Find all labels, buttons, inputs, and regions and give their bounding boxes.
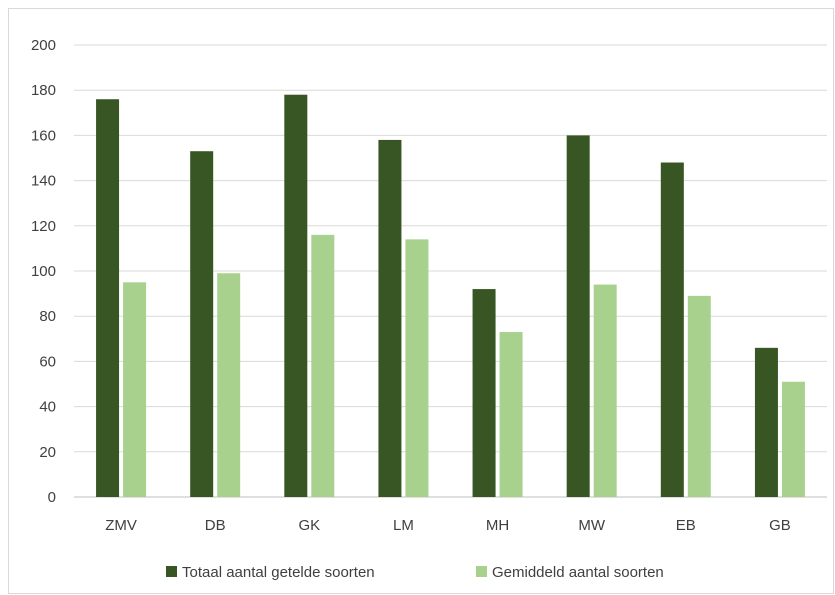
y-tick-label: 140 bbox=[31, 173, 56, 190]
bars bbox=[96, 94, 805, 498]
bar-gb-gemiddeld bbox=[781, 381, 805, 497]
y-tick-label: 200 bbox=[31, 37, 56, 54]
y-tick-label: 100 bbox=[31, 263, 56, 280]
bar-lm-totaal bbox=[378, 139, 402, 498]
bar-db-gemiddeld bbox=[217, 273, 241, 497]
legend-label: Gemiddeld aantal soorten bbox=[492, 564, 664, 581]
y-tick-label: 20 bbox=[39, 444, 56, 461]
y-axis-ticks: 0 20 40 60 80 100 120 140 160 180 200 bbox=[31, 37, 56, 506]
y-tick-label: 60 bbox=[39, 353, 56, 370]
bar-eb-gemiddeld bbox=[687, 295, 711, 497]
y-tick-label: 0 bbox=[48, 489, 56, 506]
bar-gb-totaal bbox=[754, 347, 778, 497]
bar-zmv-gemiddeld bbox=[123, 282, 147, 497]
bar-lm-gemiddeld bbox=[405, 239, 429, 498]
chart-frame bbox=[8, 8, 834, 594]
y-tick-label: 120 bbox=[31, 218, 56, 235]
gridlines bbox=[74, 44, 827, 498]
bar-eb-totaal bbox=[660, 162, 684, 497]
bar-db-totaal bbox=[190, 151, 214, 497]
bar-mw-gemiddeld bbox=[593, 284, 617, 497]
y-tick-label: 160 bbox=[31, 127, 56, 144]
legend-swatch bbox=[166, 566, 177, 577]
x-tick-label: EB bbox=[676, 517, 696, 534]
x-tick-label: LM bbox=[393, 517, 414, 534]
legend-label: Totaal aantal getelde soorten bbox=[182, 564, 375, 581]
y-tick-label: 80 bbox=[39, 308, 56, 325]
bar-mh-totaal bbox=[472, 289, 496, 497]
x-tick-label: MH bbox=[486, 517, 509, 534]
y-tick-label: 40 bbox=[39, 399, 56, 416]
x-axis-ticks: ZMV DB GK LM MH MW EB GB bbox=[105, 517, 791, 534]
bar-mh-gemiddeld bbox=[499, 332, 523, 497]
legend-swatch bbox=[476, 566, 487, 577]
x-tick-label: DB bbox=[205, 517, 226, 534]
bar-zmv-totaal bbox=[96, 99, 120, 498]
bar-gk-totaal bbox=[284, 94, 308, 497]
x-tick-label: MW bbox=[578, 517, 605, 534]
legend: Totaal aantal getelde soorten Gemiddeld a… bbox=[166, 564, 664, 581]
x-tick-label: GK bbox=[298, 517, 320, 534]
x-tick-label: ZMV bbox=[105, 517, 137, 534]
y-tick-label: 180 bbox=[31, 82, 56, 99]
bar-gk-gemiddeld bbox=[311, 234, 335, 497]
x-tick-label: GB bbox=[769, 517, 791, 534]
bar-mw-totaal bbox=[566, 135, 590, 497]
